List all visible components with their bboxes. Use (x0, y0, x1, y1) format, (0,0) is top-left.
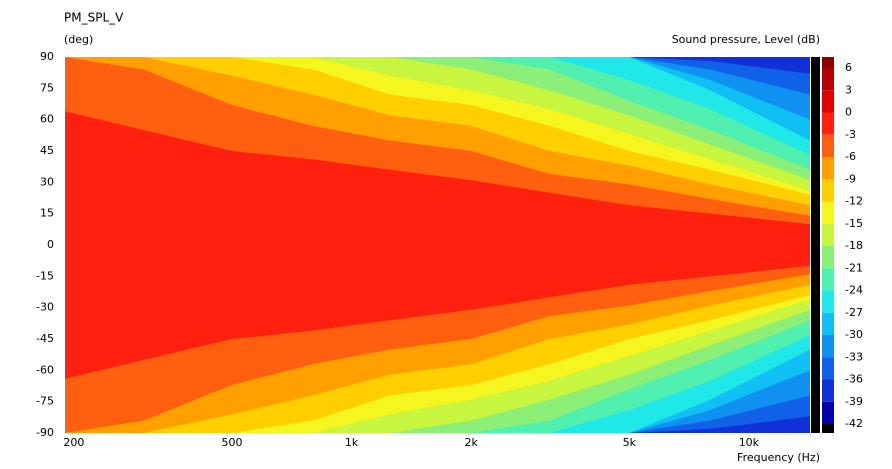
y-tick-label: -75 (36, 395, 54, 408)
colorbar-tick-label: -6 (845, 150, 856, 163)
y-tick-label: 45 (40, 144, 54, 157)
plot-area (65, 57, 810, 433)
colorbar-band (822, 68, 834, 91)
y-tick-label: 30 (40, 175, 54, 188)
x-axis-label: Frequency (Hz) (737, 451, 820, 464)
x-tick-label: 5k (623, 436, 637, 449)
x-tick-label: 10k (739, 436, 760, 449)
colorbar-tick-label: -9 (845, 172, 856, 185)
chart-title: PM_SPL_V (64, 11, 124, 25)
colorbar-band (822, 223, 834, 246)
colorbar-band (822, 379, 834, 402)
colorbar-band (822, 112, 834, 135)
y-tick-label: -60 (36, 363, 54, 376)
colorbar-band (822, 157, 834, 180)
x-tick-label: 500 (221, 436, 242, 449)
colorbar-tick-label: -12 (845, 195, 863, 208)
colorbar-band (822, 201, 834, 224)
y-tick-label: 0 (47, 238, 54, 251)
y-tick-label: -45 (36, 332, 54, 345)
colorbar-tick-label: -42 (845, 417, 863, 430)
edge-strip (811, 57, 820, 433)
y-axis-label: (deg) (64, 33, 93, 46)
y-tick-label: 90 (40, 50, 54, 63)
y-tick-label: 15 (40, 207, 54, 220)
contour-band (65, 111, 810, 379)
colorbar-band (822, 290, 834, 313)
colorbar-band (822, 179, 834, 202)
y-tick-label: -90 (36, 426, 54, 439)
colorbar-tick-label: 3 (845, 83, 852, 96)
colorbar-band (822, 246, 834, 269)
colorbar-tick-label: -15 (845, 217, 863, 230)
colorbar-tick-label: 6 (845, 61, 852, 74)
colorbar-band (822, 90, 834, 113)
colorbar-tick-label: -30 (845, 328, 863, 341)
colorbar: 6 3 0 -3 -6 -9 -12 -15 -18 -21 -24 -27 -30 -33 -36 -39 -… (822, 57, 863, 433)
colorbar-tick-label: -21 (845, 261, 863, 274)
colorbar-band (822, 312, 834, 335)
colorbar-tick-label: -24 (845, 284, 863, 297)
x-tick-label: 1k (345, 436, 359, 449)
colorbar-band (822, 335, 834, 358)
x-tick-label: 200 (63, 436, 84, 449)
colorbar-band (822, 424, 834, 433)
y-tick-label: 60 (40, 113, 54, 126)
colorbar-tick-label: -36 (845, 373, 863, 386)
colorbar-tick-label: -3 (845, 128, 856, 141)
colorbar-tick-label: 0 (845, 106, 852, 119)
colorbar-band (822, 57, 834, 68)
colorbar-tick-label: -33 (845, 350, 863, 363)
x-tick-label: 2k (464, 436, 478, 449)
colorbar-tick-label: -27 (845, 306, 863, 319)
colorbar-band (822, 134, 834, 157)
y-tick-label: 75 (40, 81, 54, 94)
colorbar-label: Sound pressure, Level (dB) (672, 33, 820, 46)
colorbar-band (822, 268, 834, 291)
colorbar-band (822, 401, 834, 424)
y-tick-label: -15 (36, 269, 54, 282)
colorbar-band (822, 357, 834, 380)
y-tick-label: -30 (36, 301, 54, 314)
colorbar-tick-label: -39 (845, 395, 863, 408)
colorbar-tick-label: -18 (845, 239, 863, 252)
